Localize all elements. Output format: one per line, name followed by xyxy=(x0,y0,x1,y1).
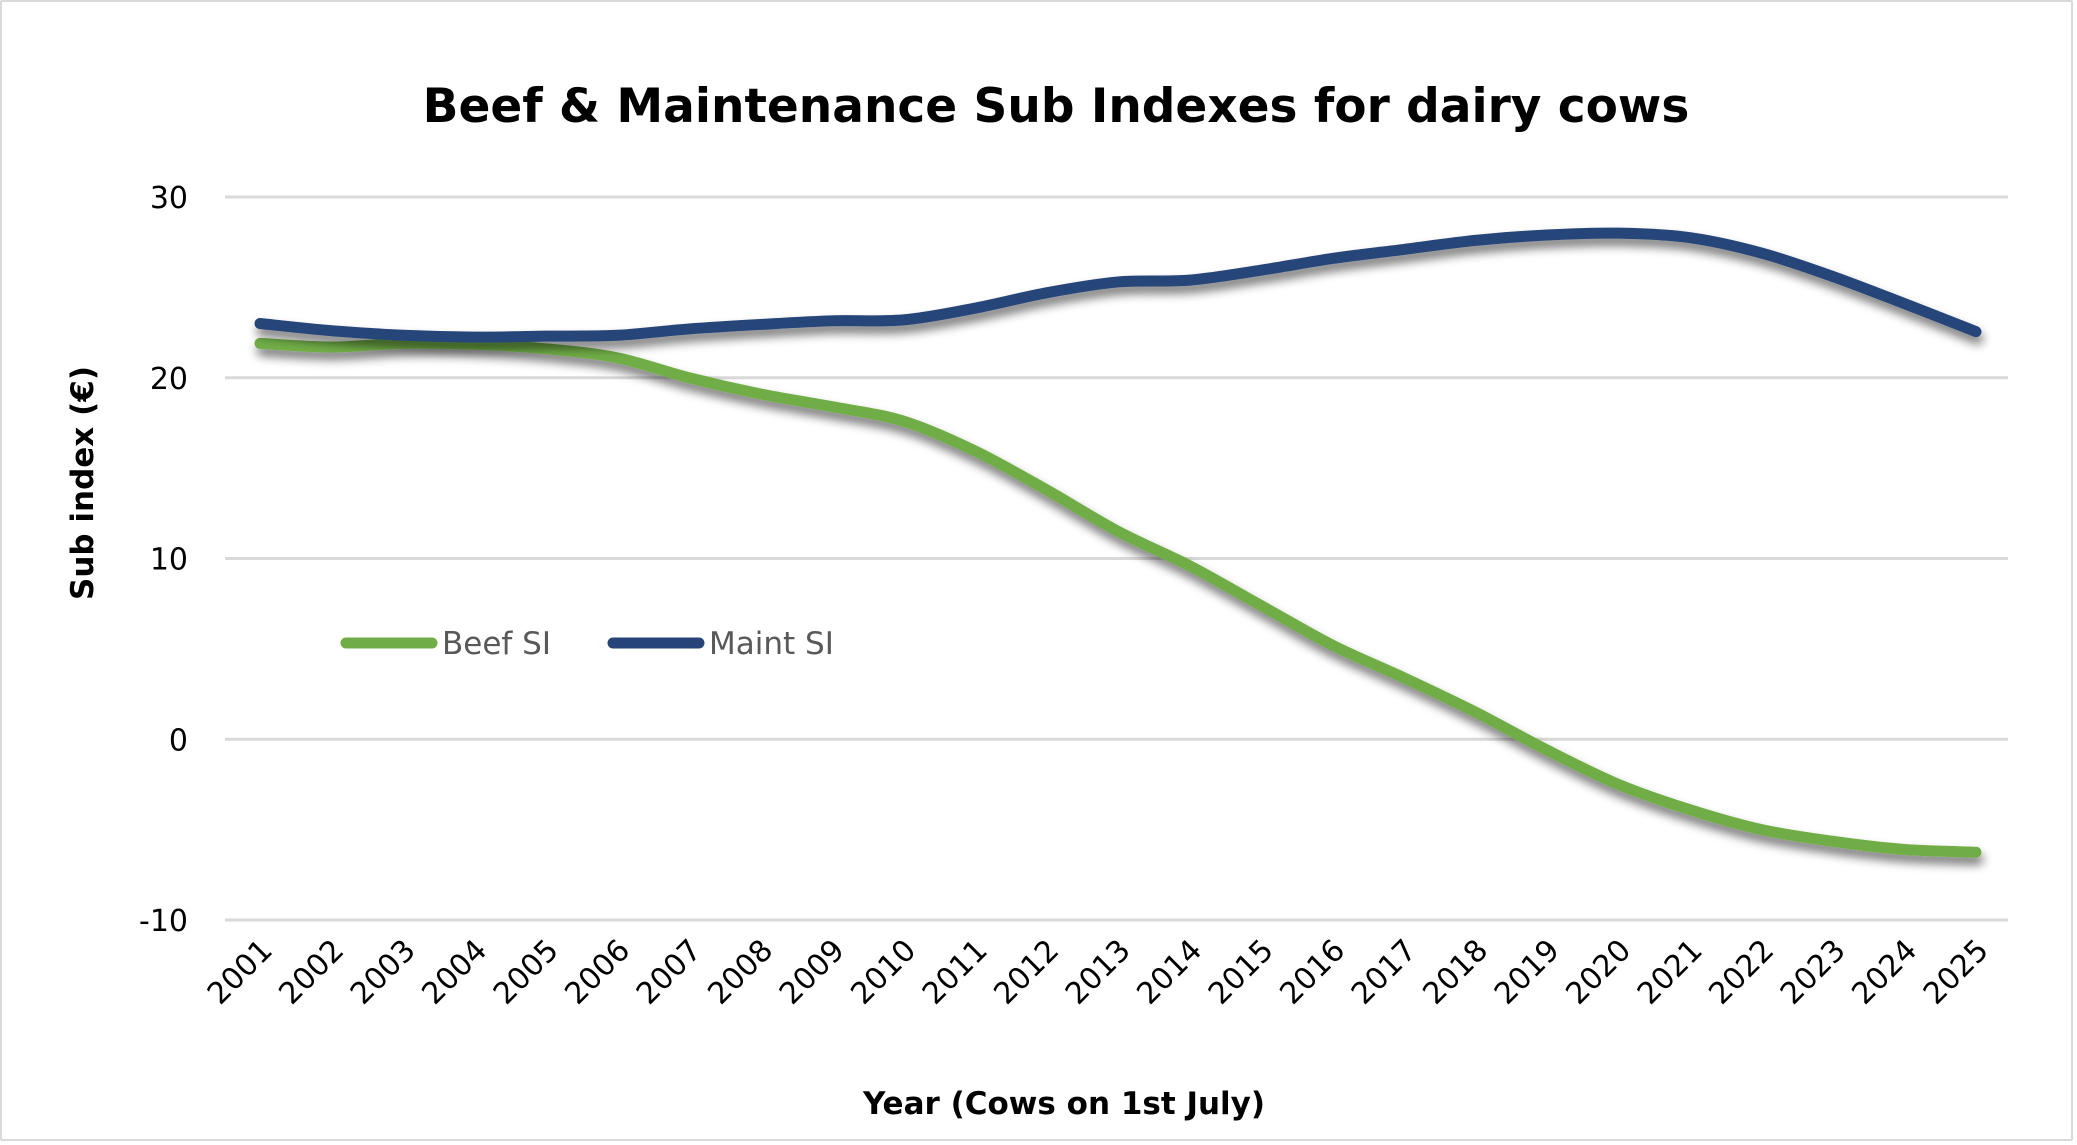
x-tick-label: 2025 xyxy=(1917,933,1996,1012)
x-tick-label: 2013 xyxy=(1059,933,1138,1012)
series-line-maint-si xyxy=(254,227,1982,343)
x-tick-label: 2009 xyxy=(773,933,852,1012)
y-tick-label: -10 xyxy=(139,904,188,939)
x-tick-label: 2022 xyxy=(1702,933,1781,1012)
x-tick-label: 2016 xyxy=(1273,933,1352,1012)
x-tick-label: 2004 xyxy=(415,933,494,1012)
x-tick-label: 2011 xyxy=(916,933,995,1012)
legend-label-maint-si: Maint SI xyxy=(709,626,834,662)
y-tick-label: 0 xyxy=(169,723,188,758)
x-tick-label: 2005 xyxy=(487,933,566,1012)
x-tick-label: 2021 xyxy=(1631,933,1710,1012)
x-tick-label: 2008 xyxy=(701,933,780,1012)
x-tick-label: 2018 xyxy=(1416,933,1495,1012)
x-tick-label: 2019 xyxy=(1488,933,1567,1012)
x-tick-label: 2006 xyxy=(558,933,637,1012)
x-tick-label: 2010 xyxy=(844,933,923,1012)
y-axis-title: Sub index (€) xyxy=(65,366,101,600)
legend-item-maint-si[interactable]: Maint SI xyxy=(607,626,834,662)
x-tick-label: 2007 xyxy=(630,933,709,1012)
legend-item-beef-si[interactable]: Beef SI xyxy=(340,626,551,662)
x-tick-label: 2023 xyxy=(1774,933,1853,1012)
x-tick-label: 2015 xyxy=(1202,933,1281,1012)
x-tick-label: 2017 xyxy=(1345,933,1424,1012)
series-line-beef-si xyxy=(254,337,1982,858)
x-axis-ticks: 2001200220032004200520062007200820092010… xyxy=(201,933,1996,1012)
legend-label-beef-si: Beef SI xyxy=(442,626,551,662)
chart-title: Beef & Maintenance Sub Indexes for dairy… xyxy=(423,79,1690,134)
x-tick-label: 2002 xyxy=(272,933,351,1012)
y-tick-label: 30 xyxy=(150,181,188,216)
y-axis-ticks: 30 20 10 0 -10 xyxy=(139,181,188,939)
x-tick-label: 2001 xyxy=(201,933,280,1012)
y-tick-label: 20 xyxy=(150,362,188,397)
series-lines xyxy=(254,227,1982,858)
x-tick-label: 2012 xyxy=(987,933,1066,1012)
x-tick-label: 2003 xyxy=(344,933,423,1012)
y-tick-label: 10 xyxy=(150,543,188,578)
x-tick-label: 2014 xyxy=(1130,933,1209,1012)
x-tick-label: 2024 xyxy=(1845,933,1924,1012)
x-tick-label: 2020 xyxy=(1559,933,1638,1012)
gridlines xyxy=(225,195,2008,922)
x-axis-title: Year (Cows on 1st July) xyxy=(862,1086,1265,1122)
legend: Beef SI Maint SI xyxy=(340,626,834,662)
